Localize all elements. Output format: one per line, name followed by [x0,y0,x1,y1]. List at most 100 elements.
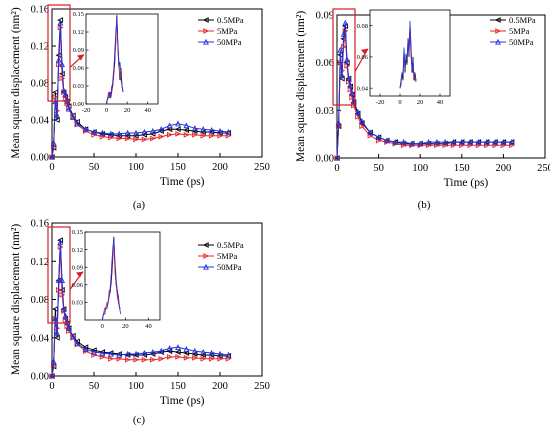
data-point [49,372,55,379]
x-tick-label: 50 [89,381,100,392]
zoom-arrow-head [77,54,84,61]
inset-y-tick-label: 0.15 [73,11,84,18]
data-point [55,277,62,284]
data-point [392,138,399,145]
x-tick-label: 100 [128,381,144,392]
legend-label: 5MPa [217,26,238,36]
inset-x-tick-label: 0 [105,107,108,114]
data-point [62,317,69,324]
data-point [82,346,89,352]
legend-label: 0.5MPa [509,15,536,25]
y-tick-label: 0.00 [31,372,49,383]
data-point [208,126,215,133]
x-tick-label: 150 [454,163,470,174]
inset-y-tick-label: 0.15 [72,229,83,236]
inset-y-tick-label: 0.06 [73,65,85,72]
zoom-arrow-head [76,271,83,278]
x-tick-label: 150 [170,381,186,392]
data-point [339,72,345,79]
zoom-highlight-box [332,8,356,106]
data-point [124,132,131,139]
data-point [359,123,366,130]
data-point [200,126,207,132]
legend-marker [202,17,209,23]
legend-label: 50MPa [509,37,534,47]
legend-marker [202,242,209,248]
inset-y-tick-label: 0.08 [357,23,368,30]
data-point [183,127,190,134]
data-point [57,19,64,26]
inset-y-tick-label: 0.03 [72,300,83,307]
inset-y-tick-label: 0.09 [72,264,83,271]
data-point [64,323,71,330]
data-point [54,329,60,336]
data-point [158,355,165,362]
data-point [149,348,156,355]
legend-marker [495,28,502,34]
data-point [225,355,232,362]
data-point [347,81,354,88]
inset-y-tick-label: 0.03 [73,83,84,90]
data-point [500,138,507,145]
data-point [158,126,165,132]
data-point [54,112,60,119]
zoom-highlight-box [47,4,71,102]
data-point [99,349,106,356]
data-point [53,334,60,341]
inset-x-tick-label: 20 [417,99,424,106]
y-axis-label: Mean square displacement (nm²) [10,7,22,158]
x-tick-label: 0 [49,162,54,173]
series-line [51,242,229,377]
legend-label: 0.5MPa [217,15,244,25]
x-tick-label: 50 [373,163,384,174]
data-point [107,130,114,137]
panel-label-a: (a) [133,199,146,211]
inset-x-tick-label: 40 [145,323,152,330]
data-point [70,333,76,340]
data-point [225,351,232,358]
chart-2: 0 50 100 150 200 2500.000.040.080.120.16Time … [10,219,270,408]
data-point [74,340,81,347]
data-point [166,122,173,129]
data-point [53,117,60,123]
data-point [60,305,67,312]
data-point [417,140,424,147]
x-tick-label: 50 [89,162,100,173]
data-point [192,354,199,361]
x-tick-label: 250 [254,162,270,173]
data-point [335,119,342,126]
inset-x-tick-label: 20 [122,323,129,330]
data-point [508,138,515,145]
data-point [149,130,156,137]
data-point [133,136,140,143]
data-point [183,346,190,352]
y-tick-label: 0.09 [316,11,334,22]
data-point [433,138,440,145]
data-point [183,354,190,361]
data-point [408,140,415,147]
data-point [133,356,140,363]
data-point [107,350,114,357]
data-point [174,349,181,356]
y-tick-label: 0.16 [31,5,49,16]
x-axis-label: Time (ps) [160,176,205,188]
data-point [367,129,374,136]
inset-y-tick-label: 0.00 [73,101,84,108]
inset-x-tick-label: 40 [437,99,444,106]
data-point [208,349,215,356]
inset-series-line [106,16,124,105]
x-tick-label: 100 [128,162,144,173]
y-tick-label: 0.04 [31,333,50,344]
inset-frame [85,13,159,105]
series-line [51,22,229,158]
data-point [200,355,207,362]
data-point [483,138,490,145]
data-point [149,127,156,134]
data-point [349,94,356,101]
inset-x-tick-label: 40 [144,107,151,114]
y-tick-label: 0.00 [31,153,49,164]
data-point [175,353,182,360]
x-axis-label: Time (ps) [444,177,489,189]
inset-y-tick-label: 0.06 [72,282,84,289]
